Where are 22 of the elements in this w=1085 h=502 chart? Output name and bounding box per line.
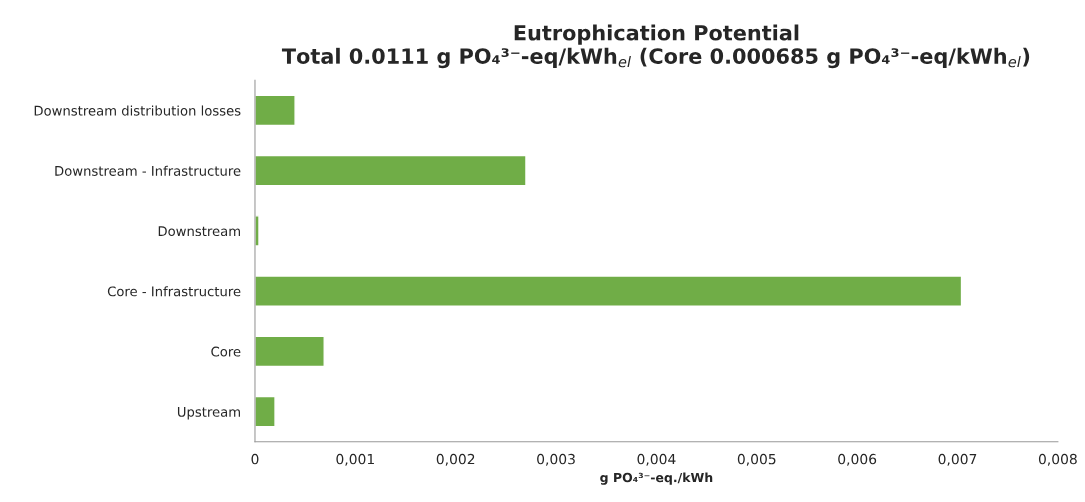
chart-title: Eutrophication Potential Total 0.0111 g PO₄³⁻-eq/kWh$_{el}$ (Core 0.000685 g PO₄³⁻-eq/kWh$_{el}$) xyxy=(281,24,1030,69)
bar xyxy=(254,275,963,307)
x-tick-label: 0,007 xyxy=(938,453,977,466)
x-tick-label: 0,001 xyxy=(336,453,374,466)
bar xyxy=(254,395,276,428)
bar xyxy=(254,154,527,187)
y-tick-label: Downstream - Infrastructure xyxy=(55,165,241,176)
y-tick-label: Downstream distribution losses xyxy=(34,105,241,116)
y-tick-label: Downstream xyxy=(158,226,240,237)
x-tick-label: 0,004 xyxy=(637,453,676,466)
x-tick-label: 0,003 xyxy=(537,453,575,466)
bar xyxy=(254,94,296,127)
x-tick-label: 0,008 xyxy=(1038,453,1077,466)
y-tick-label: Core - Infrastructure xyxy=(107,286,241,297)
x-axis-title: g PO₄³⁻-eq./kWh xyxy=(600,472,713,485)
x-tick-label: 0,002 xyxy=(436,453,475,466)
y-tick-label: Upstream xyxy=(177,407,240,420)
x-tick-label: 0,006 xyxy=(838,453,877,466)
x-tick-label: 0,005 xyxy=(737,453,776,466)
bar xyxy=(254,335,325,368)
x-tick-label: 0 xyxy=(251,453,259,465)
y-tick-label: Core xyxy=(211,346,241,357)
